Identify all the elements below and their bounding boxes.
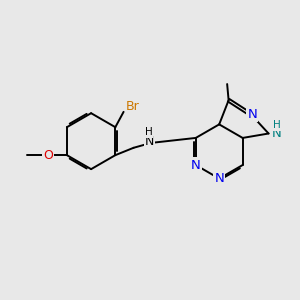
- Text: O: O: [43, 149, 53, 162]
- Text: N: N: [214, 172, 224, 185]
- Text: N: N: [248, 108, 257, 121]
- Text: N: N: [145, 135, 154, 148]
- Text: H: H: [273, 120, 281, 130]
- Text: N: N: [272, 127, 282, 140]
- Text: H: H: [145, 128, 152, 137]
- Text: N: N: [191, 158, 201, 172]
- Text: Br: Br: [125, 100, 139, 113]
